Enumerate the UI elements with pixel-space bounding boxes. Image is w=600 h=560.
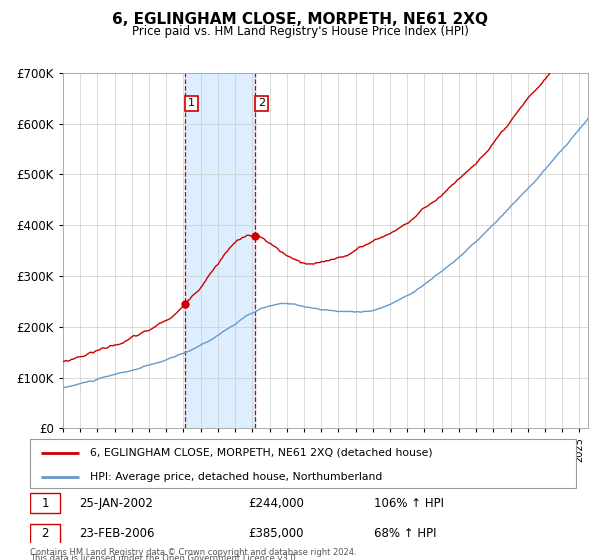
Text: £385,000: £385,000	[248, 527, 304, 540]
Text: 68% ↑ HPI: 68% ↑ HPI	[374, 527, 436, 540]
Text: 6, EGLINGHAM CLOSE, MORPETH, NE61 2XQ (detached house): 6, EGLINGHAM CLOSE, MORPETH, NE61 2XQ (d…	[90, 448, 433, 458]
Bar	[30, 524, 60, 544]
Text: 1: 1	[188, 99, 195, 108]
Text: 2: 2	[258, 99, 265, 108]
Text: 6, EGLINGHAM CLOSE, MORPETH, NE61 2XQ: 6, EGLINGHAM CLOSE, MORPETH, NE61 2XQ	[112, 12, 488, 27]
Text: 25-JAN-2002: 25-JAN-2002	[79, 497, 153, 510]
Text: 1: 1	[41, 497, 49, 510]
Bar	[30, 493, 60, 514]
Text: This data is licensed under the Open Government Licence v3.0.: This data is licensed under the Open Gov…	[30, 554, 298, 560]
Text: 106% ↑ HPI: 106% ↑ HPI	[374, 497, 444, 510]
Text: 23-FEB-2006: 23-FEB-2006	[79, 527, 155, 540]
Bar	[185, 73, 254, 428]
Text: £244,000: £244,000	[248, 497, 304, 510]
Text: HPI: Average price, detached house, Northumberland: HPI: Average price, detached house, Nort…	[90, 473, 382, 483]
Text: 2: 2	[41, 527, 49, 540]
Text: Price paid vs. HM Land Registry's House Price Index (HPI): Price paid vs. HM Land Registry's House …	[131, 25, 469, 38]
Text: Contains HM Land Registry data © Crown copyright and database right 2024.: Contains HM Land Registry data © Crown c…	[30, 548, 356, 557]
